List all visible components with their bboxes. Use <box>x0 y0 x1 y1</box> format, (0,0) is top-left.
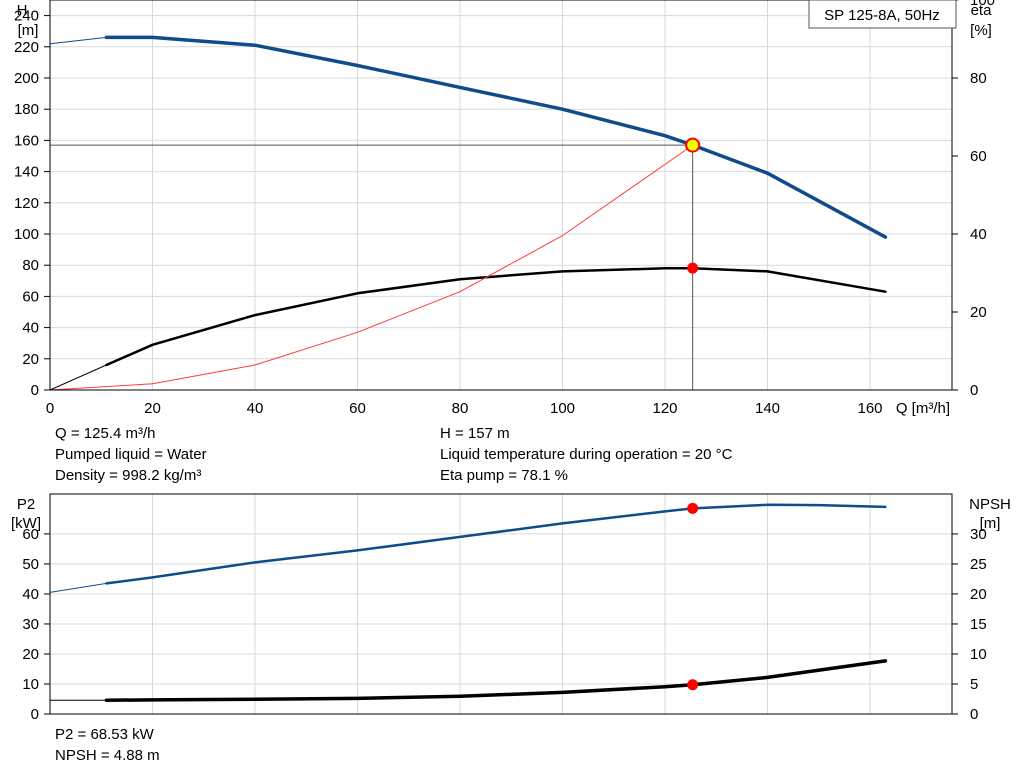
series-npsh-line <box>104 659 888 702</box>
right-tick-label: 10 <box>970 646 987 663</box>
x-tick-label: 120 <box>652 400 677 417</box>
top-right-axis-unit: [%] <box>970 22 992 39</box>
bottom-right-axis-label: NPSH <box>969 496 1011 513</box>
top-grid <box>49 0 952 391</box>
left-tick-label: 240 <box>14 8 39 25</box>
series-power-line <box>105 503 887 585</box>
left-tick-label: 20 <box>22 646 39 663</box>
info-bottom-block: P2 = 68.53 kW NPSH = 4.88 m <box>55 724 160 766</box>
series-eta-extension <box>49 364 107 391</box>
x-tick-label: 100 <box>550 400 575 417</box>
power-npsh-chart: 0 10 20 30 40 50 60 0 5 10 15 20 25 30 P2 [kW] NPSH [… <box>11 493 1011 723</box>
bottom-left-axis-label: P2 <box>17 496 35 513</box>
left-tick-label: 160 <box>14 132 39 149</box>
info-left-block: Q = 125.4 m³/h Pumped liquid = Water Den… <box>55 423 207 486</box>
right-tick-label: 20 <box>970 586 987 603</box>
x-tick-label: 40 <box>247 400 264 417</box>
right-tick-label: 15 <box>970 616 987 633</box>
x-tick-label: 140 <box>755 400 780 417</box>
bottom-series <box>49 502 888 702</box>
info-right-block: H = 157 m Liquid temperature during oper… <box>440 423 732 486</box>
right-tick-label: 100 <box>970 0 995 9</box>
series-head-extension <box>49 36 107 45</box>
bottom-grid <box>49 494 952 715</box>
series-power-extension <box>49 582 107 593</box>
chart-title-box: SP 125-8A, 50Hz <box>808 0 957 29</box>
top-left-axis-label: H <box>17 2 28 19</box>
series-head-line <box>104 35 888 239</box>
left-tick-label: 120 <box>14 195 39 212</box>
right-tick-label: 20 <box>970 304 987 321</box>
right-tick-label: 0 <box>970 382 978 399</box>
left-tick-label: 220 <box>14 39 39 56</box>
left-tick-label: 60 <box>22 288 39 305</box>
chart-title: SP 125-8A, 50Hz <box>824 7 940 24</box>
duty-point-eta <box>687 262 699 274</box>
right-tick-label: 30 <box>970 526 987 543</box>
right-tick-label: 40 <box>970 226 987 243</box>
left-tick-label: 50 <box>22 556 39 573</box>
info-power: P2 = 68.53 kW <box>55 726 154 743</box>
right-tick-label: 80 <box>970 70 987 87</box>
series-eta-line <box>105 266 887 367</box>
left-tick-label: 140 <box>14 164 39 181</box>
series-system-extension <box>49 144 693 391</box>
bottom-right-axis-unit: [m] <box>980 515 1001 532</box>
left-tick-label: 60 <box>22 526 39 543</box>
right-tick-label: 0 <box>970 706 978 723</box>
chart-title-frame <box>808 0 957 29</box>
x-tick-label: 60 <box>349 400 366 417</box>
info-head: H = 157 m <box>440 425 510 442</box>
left-tick-label: 0 <box>31 382 39 399</box>
left-tick-label: 80 <box>22 257 39 274</box>
left-tick-label: 180 <box>14 101 39 118</box>
left-tick-label: 40 <box>22 320 39 337</box>
duty-point-head <box>685 137 701 153</box>
top-left-axis-unit: [m] <box>18 22 39 39</box>
top-series <box>49 35 888 391</box>
duty-point-npsh <box>687 679 699 691</box>
top-plot-frame <box>49 0 953 391</box>
bottom-plot-frame <box>49 493 953 715</box>
left-tick-label: 100 <box>14 226 39 243</box>
right-tick-label: 60 <box>970 148 987 165</box>
info-density: Density = 998.2 kg/m³ <box>55 467 202 484</box>
top-x-axis-label: Q [m³/h] <box>896 400 950 417</box>
x-tick-label: 20 <box>144 400 161 417</box>
x-tick-label: 0 <box>46 400 54 417</box>
x-tick-label: 160 <box>857 400 882 417</box>
bottom-left-axis-unit: [kW] <box>11 515 41 532</box>
right-tick-label: 5 <box>970 676 978 693</box>
bottom-tick-labels: 0 10 20 30 40 50 60 0 5 10 15 20 25 30 <box>22 526 986 723</box>
right-tick-label: 25 <box>970 556 987 573</box>
x-tick-label: 80 <box>452 400 469 417</box>
info-temperature: Liquid temperature during operation = 20… <box>440 446 733 463</box>
duty-point-power <box>687 502 699 514</box>
info-eta: Eta pump = 78.1 % <box>440 467 568 484</box>
left-tick-label: 40 <box>22 586 39 603</box>
left-tick-label: 30 <box>22 616 39 633</box>
info-flow: Q = 125.4 m³/h <box>55 425 156 442</box>
info-liquid: Pumped liquid = Water <box>55 446 207 463</box>
top-right-axis-label: eta <box>971 2 993 19</box>
left-tick-label: 20 <box>22 351 39 368</box>
left-tick-label: 10 <box>22 676 39 693</box>
left-tick-label: 0 <box>31 706 39 723</box>
head-eta-chart: 0 20 40 60 80 100 120 140 160 0 20 40 60 80 100 120 140 1… <box>14 0 995 417</box>
top-tick-labels: 0 20 40 60 80 100 120 140 160 0 20 40 60 80 100 120 140 1… <box>14 0 995 417</box>
left-tick-label: 200 <box>14 70 39 87</box>
info-npsh: NPSH = 4.88 m <box>55 747 160 764</box>
